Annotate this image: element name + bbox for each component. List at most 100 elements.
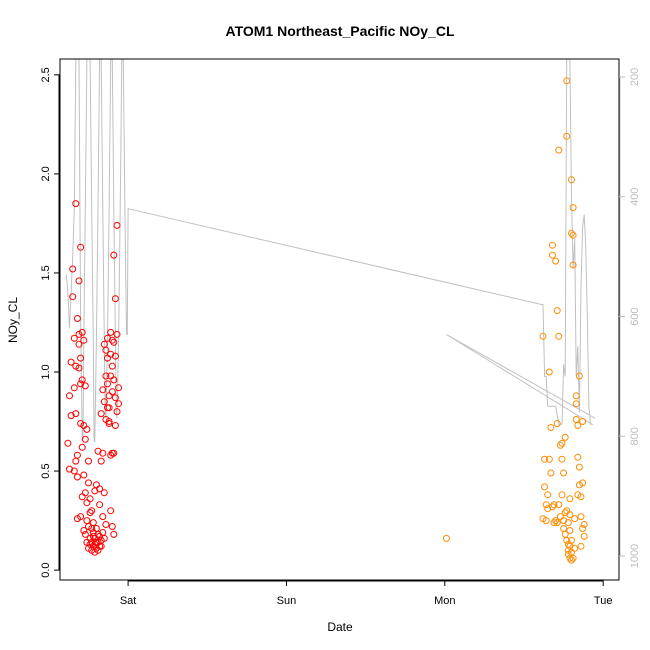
- data-point-s1-118: [113, 221, 121, 229]
- data-point-s1-16: [73, 315, 81, 322]
- data-point-s1-35: [81, 382, 89, 390]
- data-point-s2-72: [577, 493, 585, 501]
- data-point-s2-11: [547, 469, 555, 477]
- data-point-s1-21: [75, 340, 83, 348]
- data-point-s1-103: [107, 507, 115, 515]
- data-point-s2-18: [552, 517, 560, 525]
- data-point-s1-77: [97, 542, 105, 550]
- data-point-s1-9: [70, 334, 78, 342]
- data-point-s1-105: [108, 336, 116, 344]
- data-point-s2-64: [574, 422, 582, 429]
- data-point-s2-6: [542, 517, 550, 525]
- data-point-s1-26: [77, 513, 85, 521]
- data-point-s1-74: [96, 485, 104, 493]
- data-point-s1-78: [97, 410, 105, 418]
- data-point-s1-99: [107, 350, 115, 358]
- data-point-s1-24: [77, 354, 85, 362]
- x-axis-label: Date: [327, 620, 353, 634]
- right-tick-label: 1000: [629, 544, 641, 568]
- data-point-s2-38: [563, 132, 571, 140]
- data-point-s1-50: [86, 495, 94, 503]
- data-point-s1-37: [81, 530, 89, 538]
- data-point-s1-114: [111, 295, 119, 303]
- data-point-s2-22: [553, 519, 561, 527]
- data-point-s2-61: [572, 392, 580, 400]
- data-point-s1-81: [99, 449, 107, 457]
- data-point-s1-106: [108, 362, 116, 370]
- data-point-s2-21: [553, 420, 561, 427]
- data-point-s1-85: [100, 489, 108, 497]
- data-point-s1-31: [80, 336, 88, 344]
- y-tick-label: 1.0: [40, 364, 52, 379]
- data-point-s1-23: [77, 380, 85, 388]
- data-point-s2-77: [580, 521, 588, 528]
- data-point-s1-120: [113, 330, 121, 338]
- data-point-s1-86: [100, 534, 108, 542]
- data-point-s2-2: [539, 332, 547, 340]
- y-tick-label: 0.0: [40, 562, 52, 577]
- data-point-s1-116: [111, 422, 119, 429]
- data-point-s1-66: [92, 481, 100, 489]
- data-point-s1-43: [85, 457, 92, 465]
- data-point-s1-22: [77, 243, 85, 251]
- data-point-s1-89: [102, 346, 110, 354]
- right-tick-label: 200: [629, 68, 641, 86]
- data-point-s1-4: [67, 412, 75, 420]
- x-tick-label: Mon: [434, 595, 455, 607]
- data-point-s2-8: [544, 491, 552, 499]
- data-point-s1-6: [69, 293, 77, 301]
- data-point-s1-41: [83, 517, 91, 525]
- data-point-s1-44: [85, 479, 92, 487]
- data-point-s2-12: [547, 424, 555, 431]
- data-point-s2-62: [572, 400, 580, 408]
- data-point-s1-68: [94, 530, 102, 538]
- data-point-s2-68: [575, 463, 583, 471]
- data-point-s2-19: [552, 257, 560, 265]
- data-point-s1-108: [108, 523, 116, 530]
- data-point-s1-10: [72, 410, 80, 418]
- data-point-s2-33: [560, 525, 568, 532]
- data-point-s2-0: [442, 534, 450, 542]
- data-point-s1-90: [102, 521, 110, 528]
- data-point-s2-32: [560, 517, 568, 525]
- data-point-s1-110: [110, 376, 118, 384]
- data-point-s1-113: [110, 251, 118, 259]
- data-point-s2-60: [571, 515, 579, 523]
- right-tick-label: 800: [629, 427, 641, 445]
- data-point-s1-109: [110, 338, 118, 346]
- data-point-s1-39: [83, 425, 91, 433]
- x-tick-label: Sat: [120, 595, 137, 607]
- data-point-s2-30: [558, 491, 566, 499]
- data-point-s2-66: [574, 453, 582, 461]
- data-point-s1-7: [70, 467, 78, 475]
- data-point-s1-79: [99, 513, 107, 521]
- data-point-s1-5: [69, 265, 77, 273]
- data-point-s2-4: [541, 455, 549, 463]
- data-point-s1-72: [96, 501, 104, 509]
- data-point-s2-5: [542, 501, 550, 509]
- data-point-s1-97: [105, 392, 113, 400]
- data-point-s2-26: [556, 441, 564, 449]
- plot-frame: [59, 58, 620, 581]
- data-point-s1-95: [105, 418, 113, 425]
- data-point-s1-87: [102, 372, 110, 380]
- data-point-s1-82: [99, 386, 107, 394]
- data-point-s1-38: [81, 435, 89, 443]
- data-point-s2-20: [553, 307, 561, 315]
- data-point-s2-40: [563, 536, 571, 544]
- data-point-s1-28: [78, 493, 86, 501]
- chart-title: ATOM1 Northeast_Pacific NOy_CL: [226, 23, 455, 39]
- data-point-s1-104: [108, 388, 116, 396]
- data-point-s2-54: [568, 536, 575, 544]
- data-point-s2-25: [555, 146, 563, 154]
- data-point-s2-56: [569, 261, 577, 269]
- data-point-s2-50: [568, 556, 575, 564]
- data-point-s2-49: [566, 495, 574, 503]
- y-tick-label: 0.5: [40, 463, 52, 478]
- data-point-s2-74: [579, 479, 587, 487]
- data-point-s2-71: [577, 542, 585, 550]
- data-point-s2-37: [563, 507, 571, 515]
- data-point-s2-10: [545, 455, 553, 463]
- data-point-s1-84: [100, 398, 108, 406]
- data-point-s1-36: [81, 489, 89, 497]
